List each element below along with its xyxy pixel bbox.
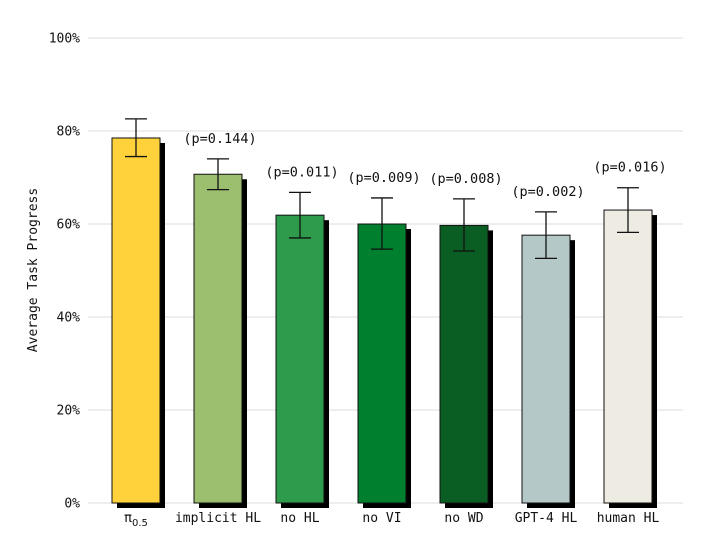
error-bars xyxy=(125,118,639,260)
bar xyxy=(439,224,489,504)
annotations: (p=0.144) (p=0.011) (p=0.009) (p=0.008) (p=0… xyxy=(183,131,666,200)
bar xyxy=(275,214,325,504)
error-bar xyxy=(207,158,229,191)
y-tick-label: 60% xyxy=(57,218,81,233)
bar xyxy=(193,173,243,504)
p-value-label: (p=0.016) xyxy=(593,160,666,176)
y-tick-label: 20% xyxy=(57,404,81,419)
p-value-label: (p=0.008) xyxy=(429,171,502,187)
x-tick-label: human HL xyxy=(597,511,660,526)
p-value-label: (p=0.144) xyxy=(183,131,256,147)
error-bar xyxy=(289,191,311,239)
x-tick-label: no HL xyxy=(280,511,319,526)
y-axis-title: Average Task Progress xyxy=(26,188,41,352)
x-tick-label: no WD xyxy=(444,511,483,526)
y-tick-label: 40% xyxy=(57,311,81,326)
bar xyxy=(357,223,407,504)
x-tick-label: π0.5 xyxy=(124,511,148,529)
x-tick-label: GPT-4 HL xyxy=(515,511,578,526)
error-bar xyxy=(617,187,639,234)
x-tick-label: implicit HL xyxy=(175,511,261,526)
bar xyxy=(521,234,571,504)
y-tick-label: 80% xyxy=(57,125,81,140)
error-bar xyxy=(453,198,475,252)
y-tick-label: 100% xyxy=(49,32,80,47)
bar xyxy=(603,209,653,504)
y-tick-label: 0% xyxy=(64,497,80,512)
p-value-label: (p=0.009) xyxy=(347,170,420,186)
error-bar xyxy=(535,211,557,260)
x-tick-label: no VI xyxy=(362,511,401,526)
error-bar xyxy=(371,197,393,250)
x-axis: π0.5 implicit HL no HL no VI no WD GPT-4 HL hu… xyxy=(124,511,659,529)
bar xyxy=(111,137,161,504)
error-bar xyxy=(125,118,147,158)
p-value-label: (p=0.002) xyxy=(511,184,584,200)
y-axis: 0% 20% 40% 60% 80% 100% xyxy=(49,32,80,512)
bars xyxy=(111,137,657,509)
p-value-label: (p=0.011) xyxy=(265,164,338,180)
